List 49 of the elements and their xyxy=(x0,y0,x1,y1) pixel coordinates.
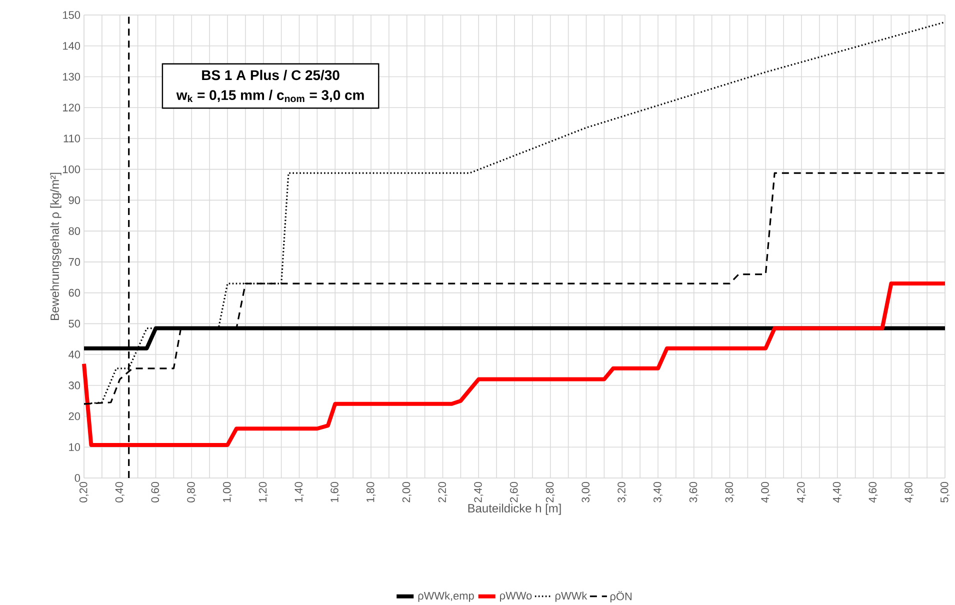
y-tick-label: 40 xyxy=(68,350,80,358)
x-tick-label: 3,00 xyxy=(582,482,591,502)
x-tick-label: 0,40 xyxy=(115,482,124,502)
text: w$_{k}$ = 0,15 mm / c$_{nom}$ = 3,0 cm xyxy=(176,90,364,102)
legend-label: ρWWk xyxy=(555,592,588,602)
x-tick-label: 1,00 xyxy=(222,482,232,502)
x-tick-label: 3,40 xyxy=(653,482,663,502)
y-tick-label: 70 xyxy=(68,258,80,266)
y-tick-label: 80 xyxy=(68,227,80,235)
y-tick-label: 30 xyxy=(68,382,80,390)
x-tick-label: 4,60 xyxy=(868,482,878,503)
x-tick-label: 1,40 xyxy=(294,482,304,502)
x-tick-label: 3,20 xyxy=(618,482,627,502)
legend-label: ρÖN xyxy=(610,590,632,602)
legend-label: ρWWk,emp xyxy=(418,592,474,602)
y-tick-label: 110 xyxy=(64,134,80,142)
x-tick-label: 0,20 xyxy=(79,482,89,502)
x-tick-label: 2,60 xyxy=(510,482,520,502)
annotation: BS 1 A Plus / C 25/30 xyxy=(202,70,340,80)
x-tick-label: 1,60 xyxy=(330,482,340,502)
x-tick-label: 2,00 xyxy=(402,482,412,502)
x-tick-label: 4,00 xyxy=(761,482,770,503)
y-tick-label: 60 xyxy=(68,288,80,297)
y-tick-label: 140 xyxy=(63,42,80,50)
x-tick-label: 3,80 xyxy=(725,482,734,502)
x-tick-label: 2,20 xyxy=(438,482,448,502)
x-tick-label: 4,80 xyxy=(904,482,914,503)
x-tick-label: 5,00 xyxy=(940,482,950,502)
x-tick-label: 4,40 xyxy=(832,482,842,503)
y-tick-label: 150 xyxy=(63,11,80,19)
y-tick-label: 100 xyxy=(63,165,80,174)
x-tick-label: 2,80 xyxy=(546,482,555,502)
x-tick-label: 4,20 xyxy=(796,482,806,503)
x-tick-label: 3,60 xyxy=(689,482,698,502)
y-axis-title: Bewehrungsgehalt ρ [kg/m²] xyxy=(50,172,62,320)
x-tick-label: 0,60 xyxy=(151,482,160,502)
x-tick-label: 0,80 xyxy=(187,482,196,502)
y-tick-label: 90 xyxy=(68,196,80,204)
y-tick-label: 10 xyxy=(69,443,80,452)
y-tick-label: 50 xyxy=(68,320,80,328)
legend-label: ρWWo xyxy=(500,592,532,602)
y-tick-label: 0 xyxy=(74,474,80,482)
y-tick-label: 130 xyxy=(63,72,80,81)
y-tick-label: 20 xyxy=(68,412,80,420)
y-tick-label: 120 xyxy=(63,104,80,112)
x-tick-label: 1,80 xyxy=(366,482,376,502)
x-tick-label: 1,20 xyxy=(258,482,268,502)
x-axis-title: Bauteildicke h [m] xyxy=(468,504,561,515)
x-tick-label: 2,40 xyxy=(474,482,484,502)
